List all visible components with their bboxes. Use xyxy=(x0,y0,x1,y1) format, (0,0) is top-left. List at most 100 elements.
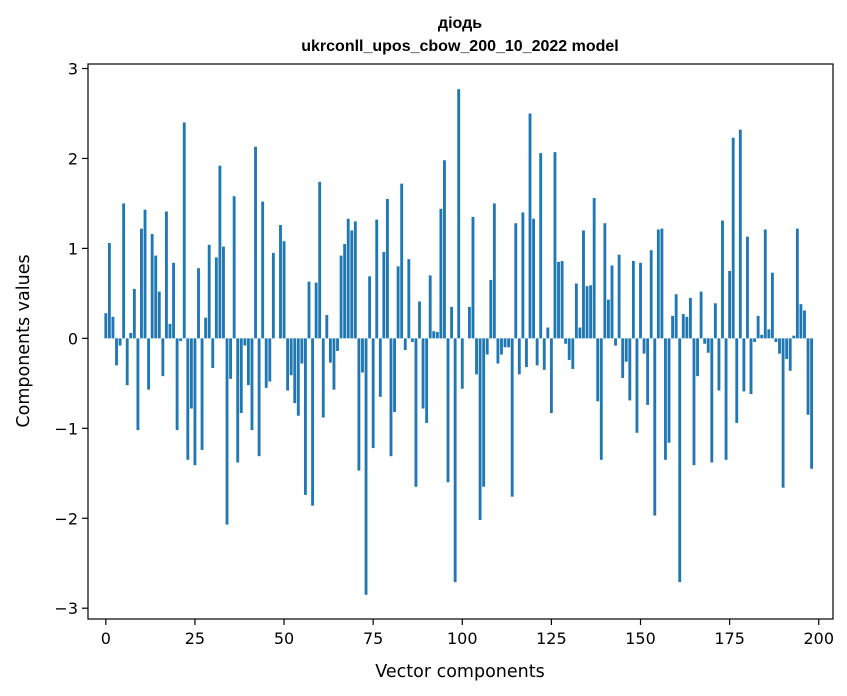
bar-72 xyxy=(361,338,364,373)
x-axis-label: Vector components xyxy=(375,662,544,682)
bar-97 xyxy=(450,306,454,339)
bar-125 xyxy=(549,338,553,414)
bar-117 xyxy=(521,212,525,339)
bar-23 xyxy=(186,338,190,460)
bar-19 xyxy=(172,262,175,339)
bar-135 xyxy=(585,286,589,339)
bar-95 xyxy=(443,160,446,339)
bar-176 xyxy=(731,137,735,339)
bar-158 xyxy=(667,338,671,443)
bar-77 xyxy=(378,338,382,397)
bar-28 xyxy=(204,317,208,339)
bar-26 xyxy=(197,268,200,339)
bar-70 xyxy=(353,221,357,339)
bar-116 xyxy=(517,338,521,375)
bar-63 xyxy=(328,338,332,363)
bar-49 xyxy=(279,225,282,339)
bar-1 xyxy=(107,243,111,339)
bar-108 xyxy=(489,279,493,339)
bar-9 xyxy=(136,338,140,431)
bar-195 xyxy=(799,304,803,339)
bar-75 xyxy=(371,338,375,449)
bar-42 xyxy=(254,146,257,339)
x-tick-label-75: 75 xyxy=(363,629,383,648)
bar-178 xyxy=(738,129,742,339)
bar-33 xyxy=(222,246,225,339)
bar-38 xyxy=(239,338,243,414)
bar-56 xyxy=(304,338,307,495)
y-tick-label-2: 2 xyxy=(68,149,78,168)
bar-50 xyxy=(282,241,286,339)
y-tick-label--1: −1 xyxy=(54,419,78,438)
bar-44 xyxy=(261,201,265,339)
bar-86 xyxy=(410,338,414,342)
bar-32 xyxy=(218,165,222,339)
bar-131 xyxy=(571,338,575,369)
bar-73 xyxy=(364,338,368,595)
bar-179 xyxy=(742,338,746,392)
bar-15 xyxy=(157,291,161,339)
x-tick-label-50: 50 xyxy=(274,629,294,648)
x-tick-label-125: 125 xyxy=(536,629,567,648)
bar-139 xyxy=(599,338,603,460)
y-tick-label--3: −3 xyxy=(54,599,78,618)
bar-98 xyxy=(453,338,457,583)
bar-189 xyxy=(778,338,781,354)
chart-subtitle: ukrconll_upos_cbow_200_10_2022 model xyxy=(301,38,618,55)
bar-146 xyxy=(624,338,628,362)
bar-120 xyxy=(532,218,535,339)
bar-14 xyxy=(154,255,158,339)
bar-198 xyxy=(810,338,814,469)
bar-191 xyxy=(785,338,789,360)
bar-82 xyxy=(396,266,400,339)
bar-193 xyxy=(792,335,796,339)
x-tick-label-150: 150 xyxy=(625,629,656,648)
bar-141 xyxy=(607,299,610,339)
bar-153 xyxy=(649,250,653,339)
bar-74 xyxy=(368,276,372,339)
bar-115 xyxy=(514,223,518,339)
bar-190 xyxy=(781,338,785,488)
bar-13 xyxy=(150,234,154,339)
plot-frame xyxy=(87,63,834,620)
bar-147 xyxy=(628,338,632,401)
bar-180 xyxy=(746,236,749,339)
bar-152 xyxy=(646,338,650,405)
bar-0 xyxy=(104,313,108,339)
bar-69 xyxy=(350,230,354,339)
bar-126 xyxy=(553,152,557,339)
bar-113 xyxy=(507,338,511,348)
bar-29 xyxy=(207,244,211,339)
bar-112 xyxy=(503,338,507,348)
bar-138 xyxy=(596,338,600,402)
y-axis: −3 −2 −1 0 1 2 3 xyxy=(54,59,88,618)
bar-45 xyxy=(264,338,268,388)
bar-99 xyxy=(457,89,461,339)
bar-173 xyxy=(721,220,724,339)
bar-5 xyxy=(122,203,126,339)
bar-55 xyxy=(300,338,304,364)
bar-92 xyxy=(432,331,436,339)
bar-7 xyxy=(129,332,133,339)
bar-102 xyxy=(467,306,471,339)
bar-155 xyxy=(656,229,660,339)
bar-186 xyxy=(767,329,771,339)
bar-185 xyxy=(763,229,767,339)
bar-143 xyxy=(614,338,617,346)
bar-31 xyxy=(214,257,218,339)
bar-20 xyxy=(175,338,179,431)
bar-192 xyxy=(788,338,792,371)
bar-35 xyxy=(229,338,233,379)
bar-2 xyxy=(111,316,115,339)
bar-156 xyxy=(660,228,664,339)
bar-105 xyxy=(478,338,482,521)
bar-121 xyxy=(535,338,539,366)
x-tick-label-100: 100 xyxy=(447,629,478,648)
bar-106 xyxy=(482,338,486,487)
bar-90 xyxy=(425,338,429,423)
y-tick-label-1: 1 xyxy=(68,239,78,258)
bar-144 xyxy=(617,254,621,339)
bar-162 xyxy=(681,314,685,339)
x-tick-label-175: 175 xyxy=(714,629,745,648)
